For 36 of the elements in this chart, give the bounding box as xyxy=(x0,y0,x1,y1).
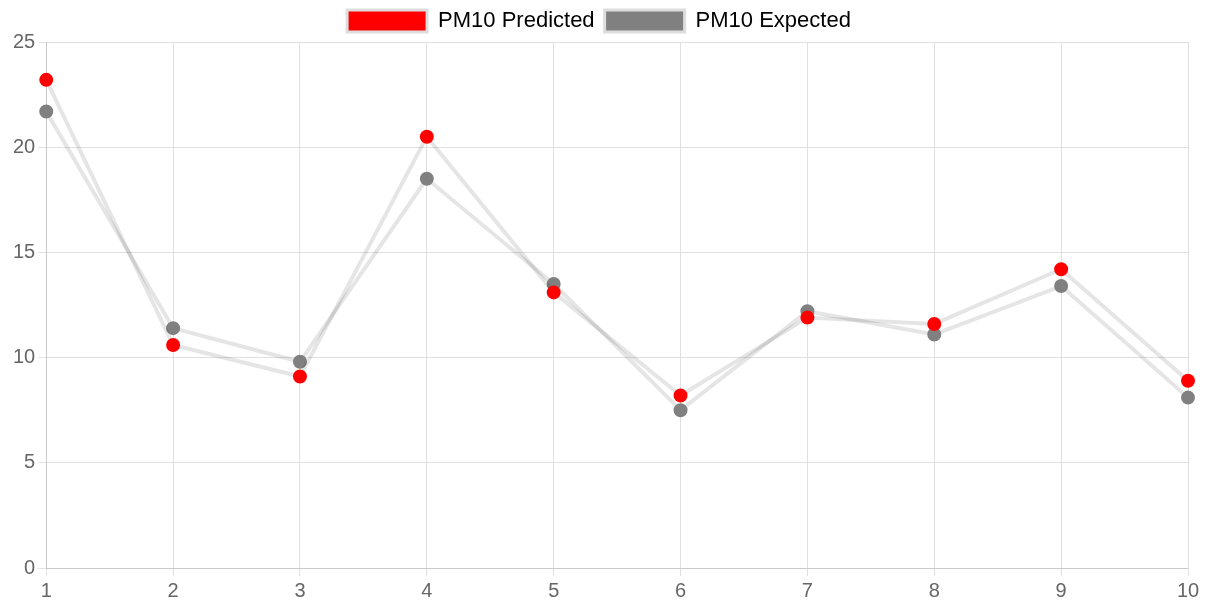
point xyxy=(166,337,181,352)
x-tick-label: 6 xyxy=(674,578,687,601)
point xyxy=(546,285,561,300)
point xyxy=(1181,373,1195,388)
x-tick-label: 5 xyxy=(548,578,560,601)
point xyxy=(419,129,434,144)
y-tick-label: 5 xyxy=(24,450,36,473)
x-tick-label: 9 xyxy=(1055,578,1067,601)
point xyxy=(1054,279,1069,294)
point xyxy=(39,72,54,87)
point xyxy=(800,310,815,325)
x-tick-label: 10 xyxy=(1176,578,1200,601)
x-tick-label: 8 xyxy=(928,578,940,601)
x-tick-label: 1 xyxy=(40,578,52,601)
point xyxy=(927,316,942,331)
y-tick-label: 25 xyxy=(13,29,36,52)
x-tick-label: 2 xyxy=(167,578,179,601)
y-tick-label: 15 xyxy=(13,239,36,262)
point xyxy=(166,321,181,336)
point xyxy=(673,388,688,403)
point xyxy=(419,171,434,186)
legend-label: PM10 Expected xyxy=(695,7,851,33)
y-tick-label: 0 xyxy=(24,555,36,578)
y-tick-label: 20 xyxy=(13,134,36,157)
point xyxy=(1181,390,1195,405)
point xyxy=(292,354,307,369)
x-tick-label: 7 xyxy=(801,578,813,601)
legend-label: PM10 Predicted xyxy=(438,7,595,33)
point xyxy=(292,369,307,384)
point xyxy=(39,104,54,119)
point xyxy=(1054,262,1069,277)
x-tick-label: 3 xyxy=(294,578,306,601)
point xyxy=(927,327,942,342)
y-tick-label: 10 xyxy=(13,345,36,368)
x-tick-label: 4 xyxy=(421,578,433,601)
point xyxy=(673,403,688,418)
